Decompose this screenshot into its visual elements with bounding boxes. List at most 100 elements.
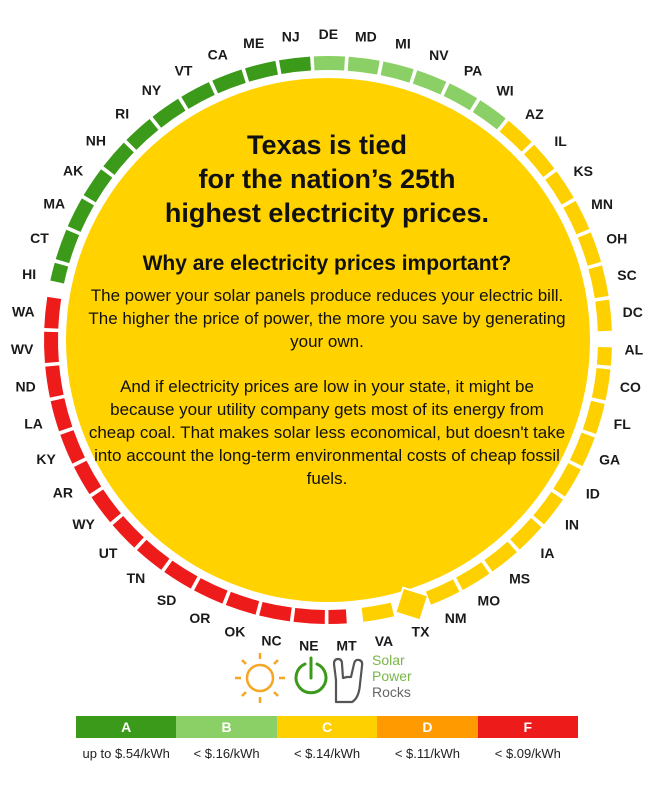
price-legend: A B C D F up to $.54/kWh < $.16/kWh < $.… [76,716,579,761]
state-label-pa: PA [464,63,482,79]
ring-segment-id [553,463,581,497]
state-label-nv: NV [429,47,449,63]
ring-segment-vt [181,82,215,109]
state-label-ia: IA [540,545,554,561]
state-label-mo: MO [478,592,501,608]
legend-grade-d: D [377,716,478,738]
state-label-md: MD [355,28,377,44]
ring-segment-me [245,60,278,82]
headline-line-1: Texas is tied [246,130,408,160]
ring-segment-ms [484,541,517,572]
ring-segment-al [596,347,612,366]
state-label-ak: AK [63,163,83,179]
state-label-la: LA [24,415,43,431]
solar-power-rocks-logo [235,653,364,704]
state-label-me: ME [243,35,264,51]
state-label-nh: NH [86,133,106,149]
state-label-wy: WY [72,516,95,532]
state-label-mn: MN [591,196,613,212]
legend-range-a: up to $.54/kWh [82,746,170,761]
state-label-wi: WI [497,82,514,98]
state-label-ne: NE [299,637,318,653]
ring-segment-nj [279,56,311,75]
power-icon [294,656,328,695]
state-label-il: IL [554,133,567,149]
legend-grade-c: C [276,716,378,738]
ring-segment-ky [60,430,85,464]
ring-segment-ia [510,518,542,550]
state-label-ks: KS [574,163,593,179]
ring-segment-wi [472,100,506,130]
ring-segment-ks [545,171,574,205]
ring-segment-pa [443,83,478,111]
state-label-wv: WV [11,341,34,357]
state-label-ms: MS [509,571,530,587]
ring-segment-ar [73,460,102,495]
state-label-tn: TN [127,570,146,586]
state-label-nm: NM [445,610,467,626]
logo-word-solar: Solar [372,652,405,668]
ring-segment-or [194,578,228,604]
state-label-ri: RI [115,106,129,122]
ring-segment-sd [164,560,198,589]
ring-segment-md [347,56,380,75]
state-label-in: IN [565,517,579,533]
ring-segment-fl [582,400,605,434]
state-label-or: OR [189,610,210,626]
ring-segment-ct [55,229,80,264]
ring-segment-mt [328,609,347,624]
paragraph-1: The power your solar panels produce redu… [88,286,566,351]
ring-segment-ok [225,591,260,615]
ring-segment-mo [456,562,490,590]
subheading: Why are electricity prices important? [142,252,512,275]
state-label-de: DE [319,26,338,42]
logo-wordmark: Solar Power Rocks [372,652,412,700]
state-label-mi: MI [395,35,411,51]
ring-segment-wv [43,331,59,363]
ring-segment-wa [44,296,62,329]
state-label-fl: FL [614,416,632,432]
ring-segment-nd [45,365,64,398]
center-disc [66,78,590,602]
state-label-co: CO [620,379,641,395]
ring-segment-tx [394,586,430,622]
ring-segment-ak [83,169,113,203]
state-label-ma: MA [43,195,65,211]
state-label-ok: OK [224,624,245,640]
ring-segment-de [313,56,346,71]
ring-segment-sc [588,265,609,299]
ring-segment-mn [563,200,590,235]
state-label-vt: VT [175,62,193,78]
ring-segment-hi [50,262,69,284]
ring-segment-va [361,602,395,622]
state-label-ny: NY [142,82,162,98]
state-label-sc: SC [617,267,636,283]
ring-segment-mi [380,61,414,83]
legend-range-b: < $.16/kWh [193,746,260,761]
state-label-mt: MT [336,637,357,653]
state-label-az: AZ [525,106,544,122]
ring-segment-ma [67,198,94,232]
state-label-oh: OH [606,231,627,247]
ring-segment-nv [412,70,447,95]
headline-line-3: highest electricity prices. [164,198,490,228]
logo-word-power: Power [372,668,412,684]
legend-captions: up to $.54/kWh < $.16/kWh < $.14/kWh < $… [76,746,578,761]
ring-segment-ga [569,432,595,467]
ring-segment-ca [212,69,246,94]
logo-word-rocks: Rocks [372,684,411,700]
legend-range-c: < $.14/kWh [293,746,361,761]
state-label-ga: GA [599,452,620,468]
ring-segments [43,56,612,624]
legend-range-d: < $.11/kWh [394,746,460,761]
rock-hand-icon [332,657,364,704]
state-label-ar: AR [53,485,73,501]
ring-segment-ri [126,119,159,150]
state-label-tx: TX [412,624,431,640]
sun-icon [235,653,285,703]
state-label-ky: KY [36,451,56,467]
legend-grade-a: A [76,716,177,738]
state-label-nc: NC [261,633,281,649]
ring-segment-az [499,120,532,152]
